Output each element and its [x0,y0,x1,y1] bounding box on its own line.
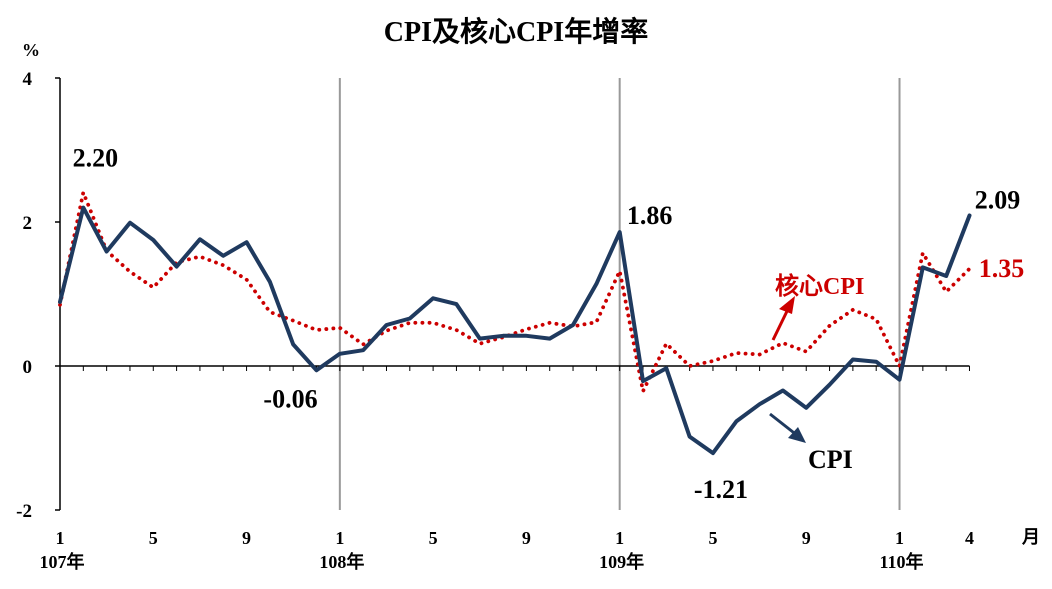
x-tick-label: 1 [56,528,65,548]
year-label: 109年 [599,551,644,572]
x-tick-label: 5 [429,528,438,548]
data-label: -0.06 [263,384,317,413]
chart-title: CPI及核心CPI年增率 [384,15,648,48]
legend-core-cpi-label: 核心CPI [775,272,864,300]
year-dividers [338,78,901,510]
data-label: 1.35 [979,254,1025,283]
x-axis-unit: 月 [1021,527,1040,547]
x-tick-label: 9 [522,528,531,548]
year-label: 108年 [319,551,364,572]
y-axis-unit: % [22,40,40,60]
x-tick-label: 1 [615,528,624,548]
x-tick-label: 1 [895,528,904,548]
y-tick-label: 4 [23,69,33,90]
legend-cpi-arrow-head [788,427,806,443]
legend-core-cpi-arrow-head [779,296,795,314]
core-cpi-series-line [58,190,972,394]
y-tick-label: -2 [16,501,32,522]
y-tick-label: 0 [23,357,33,378]
x-tick-label: 1 [335,528,344,548]
data-label: -1.21 [694,475,748,504]
cpi-series-line [58,205,972,456]
year-label: 110年 [880,551,924,572]
y-ticks: -2 0 2 4 [16,69,60,522]
x-tick-label: 5 [708,528,717,548]
x-tick-label: 9 [802,528,811,548]
series-layer [58,190,972,456]
x-tick-label: 4 [965,528,974,548]
data-labels: 2.20 -0.06 1.86 -1.21 2.09 1.35 [73,144,1025,505]
y-tick-label: 2 [23,213,33,234]
data-label: 2.09 [975,186,1021,215]
legend-cpi-label: CPI [808,445,853,474]
data-label: 1.86 [627,201,673,230]
legend: 核心CPI CPI [769,272,864,474]
x-tick-label: 9 [242,528,251,548]
x-ticks: 1 5 9 1 5 9 1 5 9 1 4 107年 108年 109年 110年 [40,366,974,572]
x-tick-label: 5 [149,528,158,548]
year-label: 107年 [40,551,85,572]
data-label: 2.20 [73,144,119,173]
